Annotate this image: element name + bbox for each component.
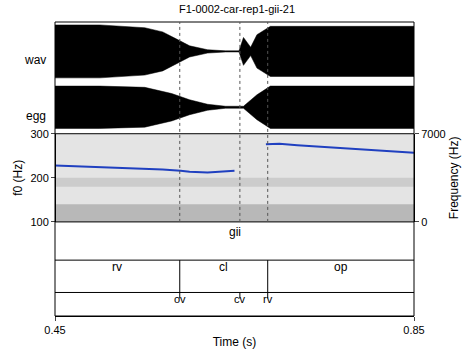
svg-text:0: 0	[421, 216, 427, 228]
svg-text:cl: cl	[219, 260, 228, 274]
svg-text:0.45: 0.45	[44, 324, 65, 336]
svg-text:200: 200	[30, 172, 48, 184]
svg-text:F1-0002-car-rep1-gii-21: F1-0002-car-rep1-gii-21	[179, 3, 295, 15]
svg-text:cv: cv	[234, 293, 246, 305]
svg-text:f0 (Hz): f0 (Hz)	[11, 160, 25, 196]
svg-text:7000: 7000	[421, 128, 445, 140]
svg-text:300: 300	[30, 128, 48, 140]
svg-text:gii: gii	[229, 225, 241, 239]
svg-text:100: 100	[30, 216, 48, 228]
svg-text:egg: egg	[26, 109, 46, 123]
svg-text:rv: rv	[263, 293, 273, 305]
svg-text:Time (s): Time (s)	[213, 335, 257, 349]
svg-text:op: op	[334, 260, 348, 274]
svg-text:wav: wav	[24, 53, 46, 67]
svg-text:ov: ov	[174, 293, 186, 305]
svg-text:0.85: 0.85	[403, 324, 424, 336]
svg-text:Frequency (Hz): Frequency (Hz)	[447, 136, 461, 219]
svg-text:rv: rv	[112, 260, 122, 274]
